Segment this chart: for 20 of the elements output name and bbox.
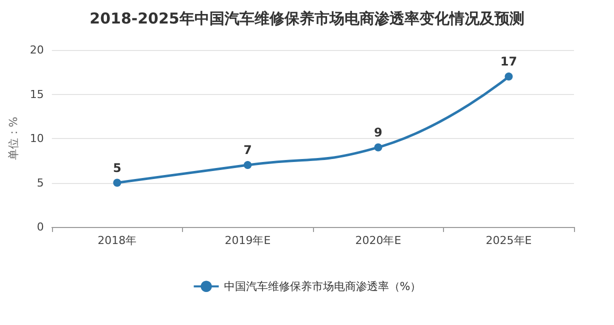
x-tick-label: 2018年 — [98, 234, 137, 247]
chart-title: 2018-2025年中国汽车维修保养市场电商渗透率变化情况及预测 — [90, 10, 524, 28]
y-tick-label: 5 — [36, 176, 44, 190]
y-tick-label: 20 — [30, 44, 44, 56]
legend-label: 中国汽车维修保养市场电商渗透率（%） — [224, 280, 422, 293]
y-tick-label: 0 — [36, 220, 44, 234]
point — [244, 161, 252, 170]
y-tick-label: 15 — [30, 88, 44, 101]
point — [374, 143, 382, 152]
x-tick-label: 2020年E — [355, 234, 402, 247]
y-tick-label: 10 — [30, 132, 44, 145]
data-label: 5 — [112, 160, 122, 175]
x-tick-label: 2019年E — [224, 234, 271, 247]
point — [504, 72, 513, 81]
data-label: 17 — [500, 54, 518, 69]
x-tick-label: 2025年E — [486, 234, 532, 247]
point — [113, 178, 122, 187]
y-axis-title: 单位：% — [7, 116, 20, 160]
data-label: 9 — [374, 125, 382, 140]
data-label: 7 — [244, 143, 252, 158]
